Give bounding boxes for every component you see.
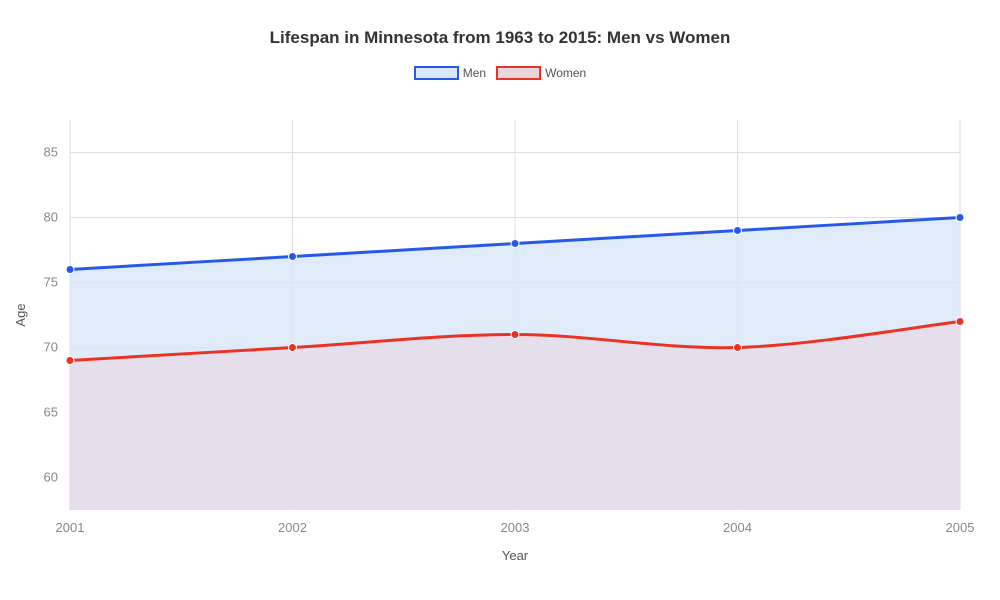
data-point-men[interactable] — [734, 227, 742, 235]
legend-swatch — [496, 66, 541, 80]
data-point-women[interactable] — [289, 344, 297, 352]
y-tick-label: 70 — [44, 340, 58, 355]
legend-item-men[interactable]: Men — [414, 66, 486, 80]
y-axis-label: Age — [13, 303, 28, 326]
y-tick-label: 75 — [44, 275, 58, 290]
data-point-men[interactable] — [956, 214, 964, 222]
y-tick-label: 60 — [44, 470, 58, 485]
legend-item-women[interactable]: Women — [496, 66, 586, 80]
chart-title: Lifespan in Minnesota from 1963 to 2015:… — [0, 0, 1000, 48]
x-tick-label: 2005 — [946, 520, 975, 535]
y-tick-label: 80 — [44, 210, 58, 225]
x-tick-label: 2003 — [501, 520, 530, 535]
legend-label: Men — [463, 66, 486, 80]
x-axis-label: Year — [502, 548, 529, 563]
x-tick-label: 2004 — [723, 520, 752, 535]
chart-container: Lifespan in Minnesota from 1963 to 2015:… — [0, 0, 1000, 600]
legend-label: Women — [545, 66, 586, 80]
data-point-men[interactable] — [511, 240, 519, 248]
data-point-women[interactable] — [956, 318, 964, 326]
data-point-women[interactable] — [734, 344, 742, 352]
data-point-men[interactable] — [289, 253, 297, 261]
x-tick-label: 2001 — [56, 520, 85, 535]
data-point-women[interactable] — [66, 357, 74, 365]
y-tick-label: 85 — [44, 145, 58, 160]
y-tick-label: 65 — [44, 405, 58, 420]
data-point-men[interactable] — [66, 266, 74, 274]
data-point-women[interactable] — [511, 331, 519, 339]
x-tick-label: 2002 — [278, 520, 307, 535]
legend: Men Women — [0, 66, 1000, 80]
chart-svg: 60 65 70 75 80 85 2001 2002 2003 2004 2005 Year Age — [0, 100, 1000, 600]
legend-swatch — [414, 66, 459, 80]
